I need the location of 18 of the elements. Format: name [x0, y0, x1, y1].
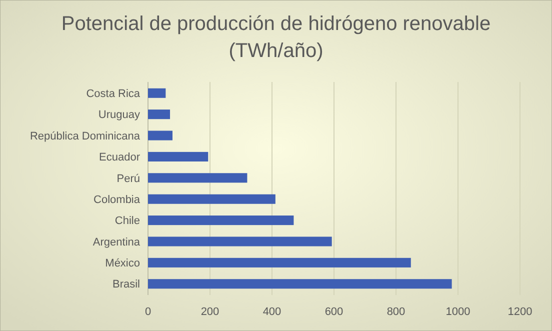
- y-tick-label: Colombia: [94, 194, 141, 206]
- y-tick-label: República Dominicana: [30, 130, 141, 142]
- x-tick-label: 400: [262, 306, 282, 318]
- y-tick-label: Brasil: [112, 278, 140, 291]
- chart-title: Potencial de producción de hidrógeno renovable (TWh/año): [61, 13, 491, 62]
- y-tick-label: Uruguay: [98, 109, 140, 122]
- x-tick-label: 800: [386, 306, 406, 318]
- x-tick-label: 200: [200, 306, 220, 318]
- x-tick-label: 1000: [446, 306, 470, 318]
- y-tick-label: Costa Rica: [86, 88, 141, 100]
- y-tick-label: Ecuador: [99, 152, 140, 164]
- x-tick-label: 600: [324, 306, 344, 318]
- y-tick-label: Argentina: [92, 236, 141, 248]
- x-tick-label: 1200: [508, 306, 532, 318]
- y-tick-label: México: [105, 258, 140, 270]
- y-tick-label: Chile: [114, 215, 140, 228]
- y-tick-label: Perú: [116, 172, 140, 185]
- x-tick-label: 0: [144, 306, 152, 318]
